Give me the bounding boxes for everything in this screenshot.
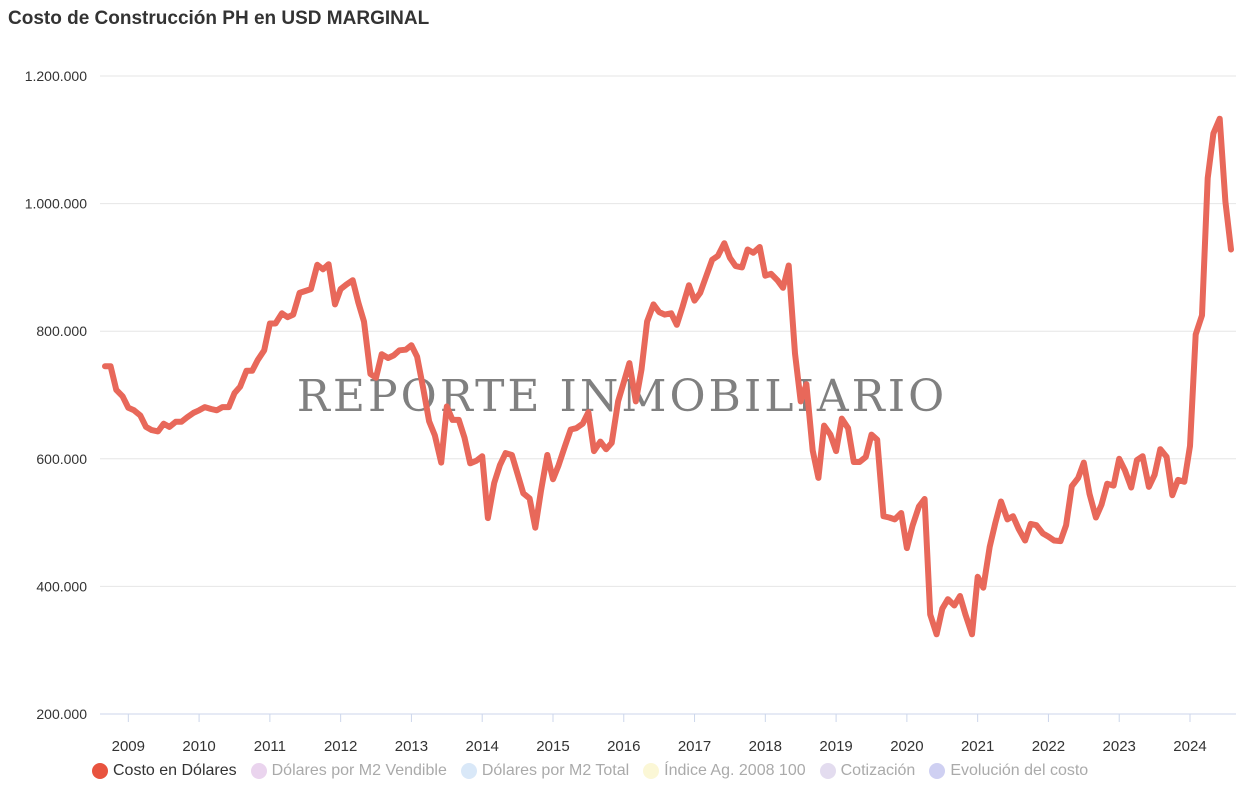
chart-title: Costo de Construcción PH en USD MARGINAL bbox=[8, 8, 430, 29]
legend-swatch-icon bbox=[460, 763, 477, 779]
legend-label: Índice Ag. 2008 100 bbox=[664, 762, 806, 779]
x-tick-label: 2017 bbox=[678, 738, 711, 755]
legend-item-evolucion-del-costo[interactable]: Evolución del costo bbox=[929, 762, 1088, 780]
legend-label: Dólares por M2 Vendible bbox=[271, 762, 447, 779]
x-tick-label: 2020 bbox=[890, 738, 923, 755]
y-tick-label: 400.000 bbox=[36, 578, 87, 594]
series-layer bbox=[102, 115, 1234, 638]
grid-lines bbox=[100, 75, 1236, 715]
series-line-costo-en-dolares[interactable] bbox=[102, 115, 1234, 638]
x-tick-label: 2018 bbox=[749, 738, 782, 755]
legend-swatch-icon bbox=[819, 763, 836, 779]
x-tick-label: 2012 bbox=[324, 738, 357, 755]
x-tick-label: 2014 bbox=[466, 738, 499, 755]
legend-label: Costo en Dólares bbox=[113, 762, 237, 779]
y-axis-ticks: 200.000 400.000 600.000 800.000 1.000.000 1.2… bbox=[25, 68, 88, 722]
legend-item-dolares-m2-vendible[interactable]: Dólares por M2 Vendible bbox=[250, 762, 447, 780]
y-tick-label: 600.000 bbox=[36, 451, 87, 467]
x-tick-label: 2022 bbox=[1032, 738, 1065, 755]
y-tick-label: 200.000 bbox=[36, 706, 87, 722]
legend-item-cotizacion[interactable]: Cotización bbox=[819, 762, 916, 780]
legend-swatch-icon bbox=[643, 763, 660, 779]
x-tick-label: 2021 bbox=[961, 738, 994, 755]
line-chart: 200.000 400.000 600.000 800.000 1.000.000 1.2… bbox=[25, 68, 1236, 755]
legend-item-dolares-m2-total[interactable]: Dólares por M2 Total bbox=[460, 762, 630, 780]
x-tick-label: 2013 bbox=[395, 738, 428, 755]
x-tick-label: 2024 bbox=[1173, 738, 1206, 755]
x-axis: 2009 2010 2011 2012 2013 2014 2015 2016 2017 2018… bbox=[112, 714, 1207, 755]
x-tick-label: 2011 bbox=[254, 738, 286, 755]
x-tick-label: 2015 bbox=[536, 738, 569, 755]
legend-label: Dólares por M2 Total bbox=[481, 762, 630, 779]
legend-swatch-icon bbox=[92, 763, 108, 779]
x-tick-label: 2009 bbox=[112, 738, 145, 755]
x-tick-label: 2016 bbox=[607, 738, 640, 755]
legend-item-costo-en-dolares[interactable]: Costo en Dólares bbox=[92, 762, 237, 780]
legend-swatch-icon bbox=[250, 763, 267, 779]
x-tick-label: 2019 bbox=[819, 738, 852, 755]
legend: Costo en Dólares Dólares por M2 Vendible… bbox=[92, 762, 1088, 780]
legend-label: Evolución del costo bbox=[950, 762, 1089, 779]
legend-label: Cotización bbox=[840, 762, 916, 779]
y-tick-label: 1.000.000 bbox=[25, 196, 87, 212]
x-tick-label: 2010 bbox=[182, 738, 215, 755]
legend-item-indice-ag[interactable]: Índice Ag. 2008 100 bbox=[643, 762, 806, 780]
x-tick-label: 2023 bbox=[1103, 738, 1136, 755]
legend-swatch-icon bbox=[929, 763, 946, 779]
y-tick-label: 800.000 bbox=[36, 323, 87, 339]
y-tick-label: 1.200.000 bbox=[25, 68, 87, 84]
